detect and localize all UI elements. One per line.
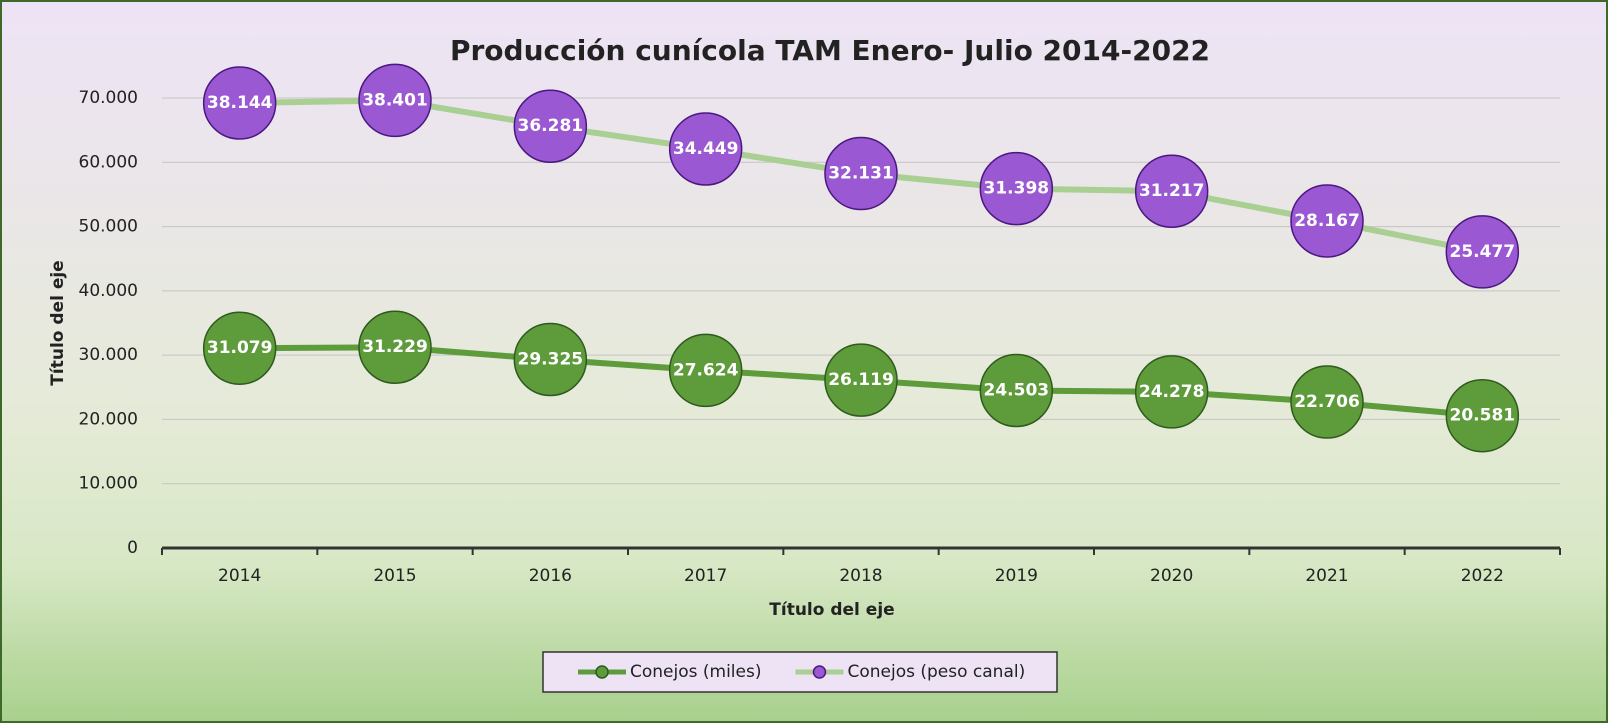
- chart-title: Producción cunícola TAM Enero- Julio 201…: [450, 34, 1210, 67]
- data-label: 28.167: [1294, 211, 1360, 231]
- data-label: 25.477: [1450, 242, 1516, 262]
- y-tick-label: 20.000: [79, 409, 138, 429]
- data-label: 29.325: [518, 349, 584, 369]
- marker: [202, 66, 277, 140]
- data-label: 38.144: [207, 93, 273, 113]
- y-tick-label: 60.000: [79, 152, 138, 172]
- marker: [668, 333, 743, 408]
- data-label: 31.398: [984, 179, 1050, 199]
- marker: [358, 310, 432, 384]
- data-label: 24.503: [984, 380, 1050, 400]
- marker: [513, 89, 588, 163]
- x-axis-title: Título del eje: [769, 600, 894, 620]
- data-label: 31.229: [362, 337, 428, 357]
- marker: [1134, 154, 1209, 228]
- x-tick-label: 2017: [684, 566, 727, 586]
- y-tick-label: 50.000: [79, 217, 138, 237]
- x-tick-label: 2020: [1150, 566, 1193, 586]
- marker: [202, 311, 277, 385]
- marker: [1445, 215, 1520, 289]
- data-label: 31.217: [1139, 181, 1205, 201]
- marker: [979, 151, 1054, 226]
- legend-marker: [595, 665, 609, 679]
- y-tick-label: 10.000: [79, 474, 138, 494]
- data-label: 22.706: [1294, 392, 1360, 412]
- data-label: 31.079: [207, 338, 273, 358]
- data-label: 24.278: [1139, 382, 1205, 402]
- marker: [1290, 184, 1364, 258]
- x-tick-label: 2021: [1305, 566, 1348, 586]
- x-tick-label: 2018: [839, 566, 882, 586]
- marker: [1134, 355, 1209, 429]
- marker: [979, 353, 1054, 428]
- marker: [1290, 365, 1364, 439]
- data-label: 36.281: [518, 116, 584, 136]
- y-tick-label: 70.000: [79, 88, 138, 108]
- y-axis-title: Título del eje: [48, 260, 68, 385]
- legend-label: Conejos (peso canal): [847, 662, 1025, 682]
- marker: [668, 112, 743, 186]
- x-tick-label: 2015: [373, 566, 416, 586]
- marker: [1445, 378, 1520, 453]
- marker: [513, 322, 588, 397]
- data-label: 27.624: [673, 360, 739, 380]
- data-label: 38.401: [362, 90, 428, 110]
- legend-label: Conejos (miles): [630, 662, 761, 682]
- y-tick-label: 40.000: [79, 281, 138, 301]
- data-label: 20.581: [1450, 406, 1516, 426]
- marker: [824, 136, 898, 211]
- y-tick-label: 0: [127, 538, 138, 558]
- y-tick-label: 30.000: [79, 345, 138, 365]
- data-label: 32.131: [828, 164, 894, 184]
- legend-marker: [812, 665, 827, 679]
- marker: [358, 63, 432, 138]
- data-label: 34.449: [673, 139, 739, 159]
- x-tick-label: 2022: [1461, 566, 1504, 586]
- x-tick-label: 2016: [529, 566, 572, 586]
- marker: [824, 343, 898, 417]
- x-tick-label: 2014: [218, 566, 261, 586]
- data-label: 26.119: [828, 370, 894, 390]
- x-tick-label: 2019: [995, 566, 1038, 586]
